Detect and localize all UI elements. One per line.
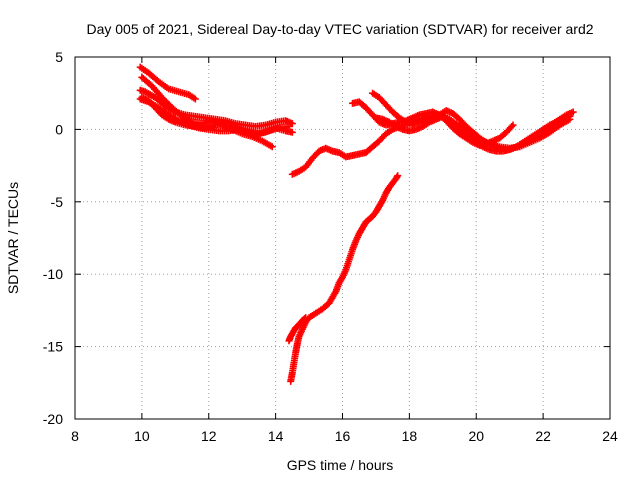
y-axis-label: SDTVAR / TECUs — [5, 182, 21, 294]
data-point — [301, 315, 309, 323]
data-point — [509, 121, 517, 129]
y-tick-label: -15 — [43, 339, 63, 355]
x-tick-label: 8 — [71, 428, 79, 444]
x-tick-label: 18 — [402, 428, 418, 444]
data-point — [566, 112, 574, 120]
series-arc-k — [285, 314, 310, 345]
data-point — [393, 173, 401, 181]
x-tick-label: 20 — [468, 428, 484, 444]
x-tick-label: 22 — [535, 428, 551, 444]
y-tick-label: -5 — [51, 194, 64, 210]
data-point — [288, 128, 296, 136]
y-tick-label: 5 — [55, 49, 63, 65]
data-point — [508, 123, 516, 131]
data-point — [394, 172, 402, 180]
data-point — [569, 108, 577, 116]
x-tick-label: 12 — [201, 428, 217, 444]
data-point — [268, 143, 276, 151]
y-tick-label: -10 — [43, 266, 63, 282]
series-arc-a — [136, 63, 199, 103]
x-tick-label: 14 — [268, 428, 284, 444]
series-arc-j — [287, 172, 402, 385]
y-axis-ticks: 5 0 -5 -10 -15 -20 — [43, 49, 610, 427]
y-tick-label: 0 — [55, 121, 63, 137]
chart-title: Day 005 of 2021, Sidereal Day-to-day VTE… — [86, 21, 593, 37]
series-arc-e — [138, 94, 296, 138]
x-tick-label: 10 — [134, 428, 150, 444]
series-arc-i — [372, 112, 574, 155]
x-tick-label: 24 — [602, 428, 618, 444]
data-series — [136, 63, 577, 385]
x-axis-ticks: 8 10 12 14 16 18 20 22 24 — [71, 57, 618, 444]
x-tick-label: 16 — [335, 428, 351, 444]
y-tick-label: -20 — [43, 411, 63, 427]
data-point — [302, 314, 310, 322]
data-point — [191, 95, 199, 103]
x-axis-label: GPS time / hours — [287, 457, 394, 473]
